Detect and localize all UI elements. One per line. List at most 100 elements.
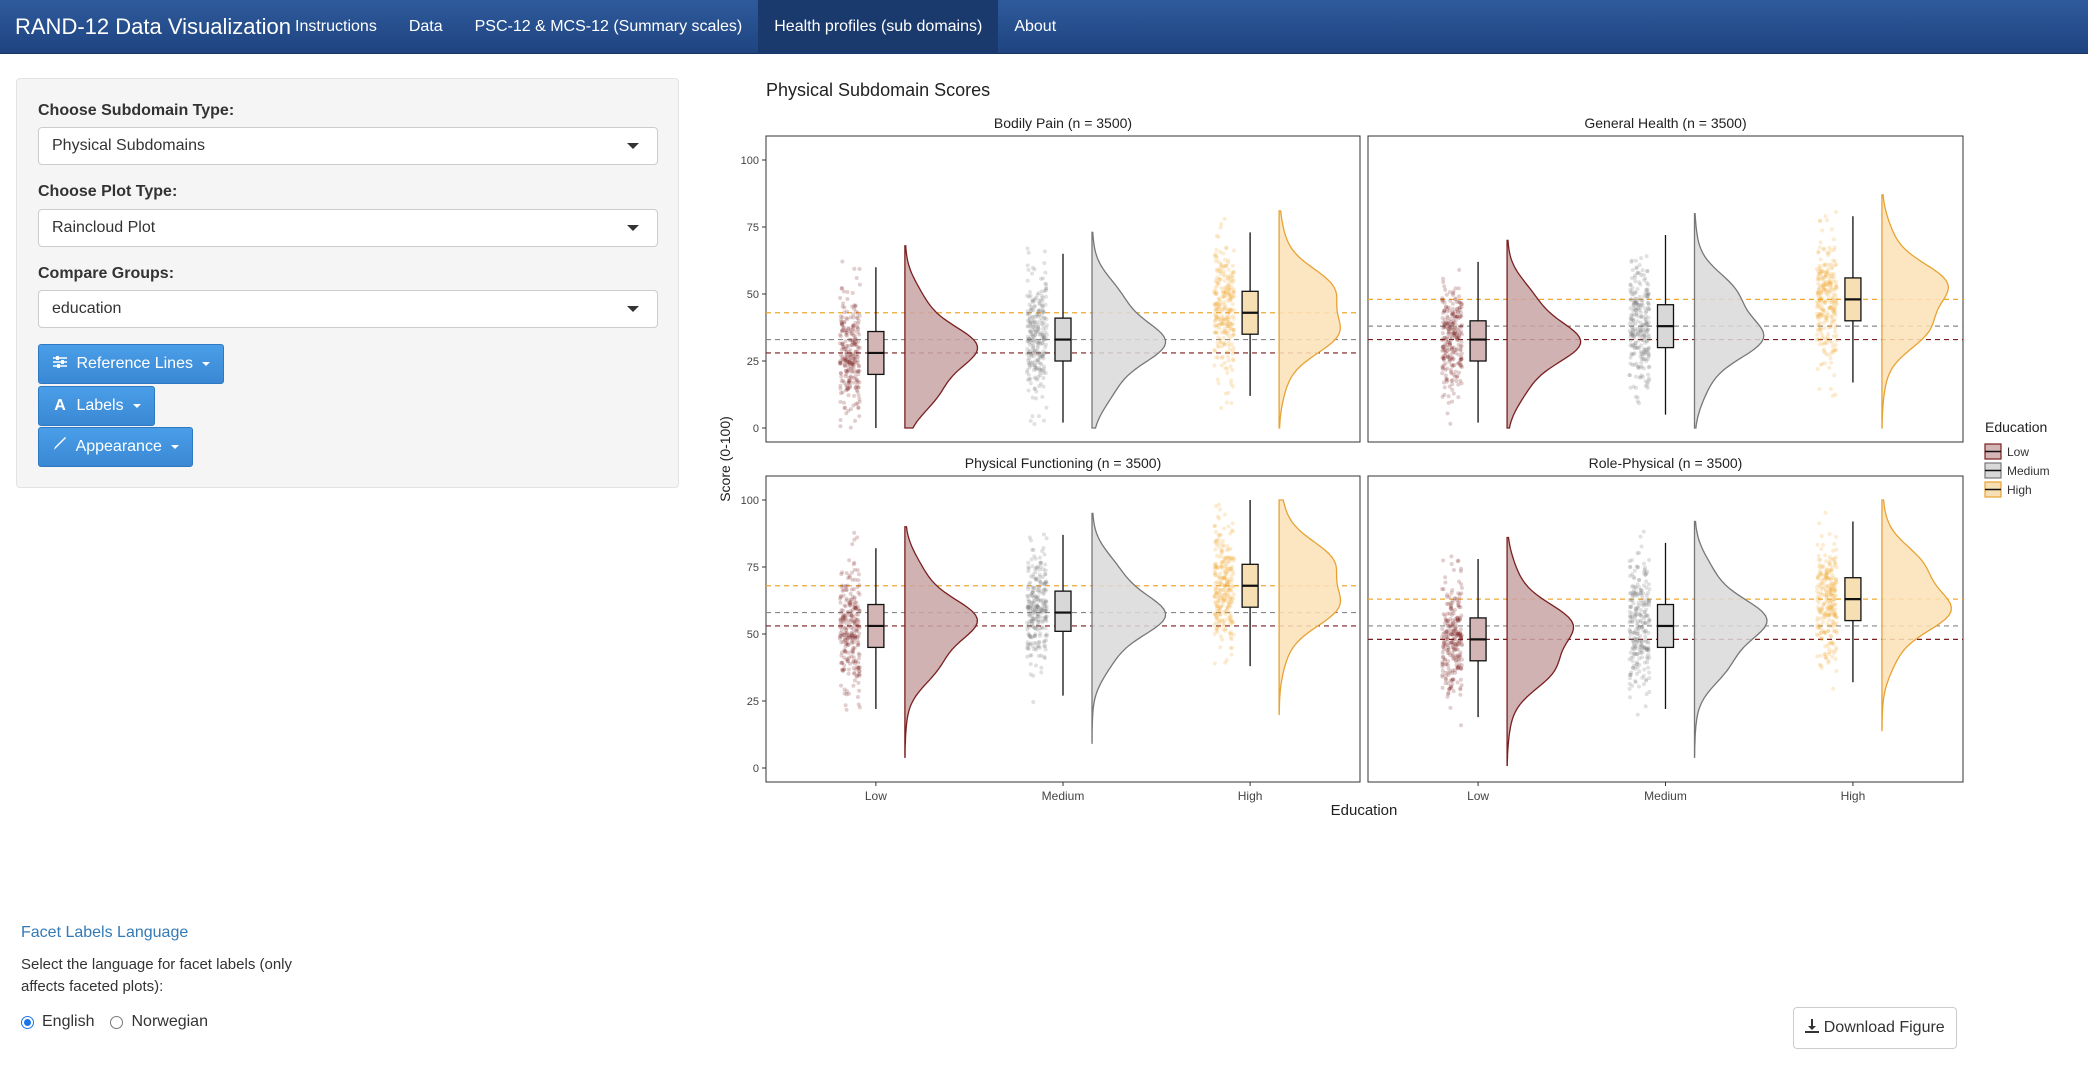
data-point: [1214, 292, 1219, 297]
data-point: [1225, 275, 1230, 280]
data-point: [1449, 605, 1454, 610]
data-point: [1214, 233, 1219, 238]
data-point: [850, 607, 855, 612]
data-point: [839, 650, 844, 655]
radio-english-label[interactable]: English: [42, 1013, 95, 1030]
plot-type-select[interactable]: Raincloud Plot: [38, 209, 658, 247]
data-point: [1041, 310, 1046, 315]
data-point: [1443, 575, 1448, 580]
data-point: [1829, 248, 1834, 253]
download-figure-label: Download Figure: [1823, 1019, 1945, 1036]
data-point: [1222, 274, 1227, 279]
data-point: [1833, 593, 1838, 598]
tab-data[interactable]: Data: [408, 18, 443, 35]
data-point: [1632, 663, 1637, 668]
data-point: [1035, 588, 1040, 593]
data-point: [1819, 623, 1824, 628]
data-point: [1035, 614, 1040, 619]
data-point: [1630, 638, 1635, 643]
data-point: [1218, 571, 1223, 576]
download-figure-button[interactable]: Download Figure: [1793, 1007, 1957, 1049]
data-point: [1026, 324, 1031, 329]
data-point: [1222, 290, 1227, 295]
data-point: [1030, 616, 1035, 621]
data-point: [1628, 361, 1633, 366]
data-point: [840, 588, 845, 593]
data-point: [1219, 286, 1224, 291]
data-point: [1632, 362, 1637, 367]
data-point: [1231, 308, 1236, 313]
subdomain-type-select[interactable]: Physical Subdomains: [38, 127, 658, 165]
data-point: [1032, 609, 1037, 614]
data-point: [849, 649, 854, 654]
data-point: [838, 361, 843, 366]
data-point: [845, 643, 850, 648]
labels-button[interactable]: A Labels: [38, 386, 156, 426]
data-point: [1459, 683, 1464, 688]
data-point: [1635, 395, 1640, 400]
data-point: [1450, 645, 1455, 650]
x-tick-label: Medium: [1042, 789, 1085, 803]
data-point: [1213, 586, 1218, 591]
tab-instructions[interactable]: Instructions: [295, 18, 377, 35]
data-point: [1223, 291, 1228, 296]
data-point: [857, 313, 862, 318]
data-point: [1440, 586, 1445, 591]
data-point: [1820, 572, 1825, 577]
data-point: [1456, 337, 1461, 342]
data-point: [1819, 291, 1824, 296]
data-point: [1828, 280, 1833, 285]
radio-norwegian[interactable]: [110, 1015, 124, 1029]
data-point: [849, 641, 854, 646]
data-point: [1458, 605, 1463, 610]
data-point: [855, 401, 860, 406]
data-point: [1831, 301, 1836, 306]
data-point: [1230, 280, 1235, 285]
data-point: [1218, 225, 1223, 230]
data-point: [1228, 617, 1233, 622]
data-point: [842, 603, 847, 608]
data-point: [1033, 351, 1038, 356]
tab-health-profiles[interactable]: Health profiles (sub domains): [758, 0, 999, 54]
app-brand[interactable]: RAND-12 Data Visualization: [15, 14, 291, 39]
data-point: [1043, 294, 1048, 299]
data-point: [856, 318, 861, 323]
data-point: [1042, 261, 1047, 266]
data-point: [1217, 533, 1222, 538]
data-point: [1224, 579, 1229, 584]
data-point: [1825, 318, 1830, 323]
data-point: [1640, 303, 1645, 308]
data-point: [1640, 595, 1645, 600]
radio-english[interactable]: [21, 1015, 34, 1029]
data-point: [1037, 312, 1042, 317]
data-point: [1032, 386, 1037, 391]
appearance-button[interactable]: Appearance: [38, 427, 194, 467]
compare-groups-select[interactable]: education: [38, 290, 658, 328]
data-point: [1025, 311, 1030, 316]
data-point: [843, 626, 848, 631]
data-point: [1214, 603, 1219, 608]
data-point: [1830, 344, 1835, 349]
data-point: [1227, 596, 1232, 601]
data-point: [1629, 584, 1634, 589]
data-point: [1457, 640, 1462, 645]
data-point: [851, 666, 856, 671]
reference-lines-button[interactable]: Reference Lines: [38, 344, 225, 384]
x-tick-label: High: [1841, 789, 1866, 803]
data-point: [1224, 317, 1229, 322]
data-point: [839, 319, 844, 324]
data-point: [1222, 305, 1227, 310]
data-point: [1829, 262, 1834, 267]
radio-norwegian-label[interactable]: Norwegian: [131, 1013, 208, 1030]
data-point: [1042, 644, 1047, 649]
data-point: [1452, 329, 1457, 334]
data-point: [1441, 345, 1446, 350]
data-point: [850, 632, 855, 637]
tab-about[interactable]: About: [1014, 18, 1057, 35]
tab-summary-scales[interactable]: PSC-12 & MCS-12 (Summary scales): [474, 18, 743, 35]
data-point: [1831, 296, 1836, 301]
data-point: [1637, 650, 1642, 655]
data-point: [1219, 222, 1224, 227]
data-point: [1218, 322, 1223, 327]
data-point: [1453, 636, 1458, 641]
